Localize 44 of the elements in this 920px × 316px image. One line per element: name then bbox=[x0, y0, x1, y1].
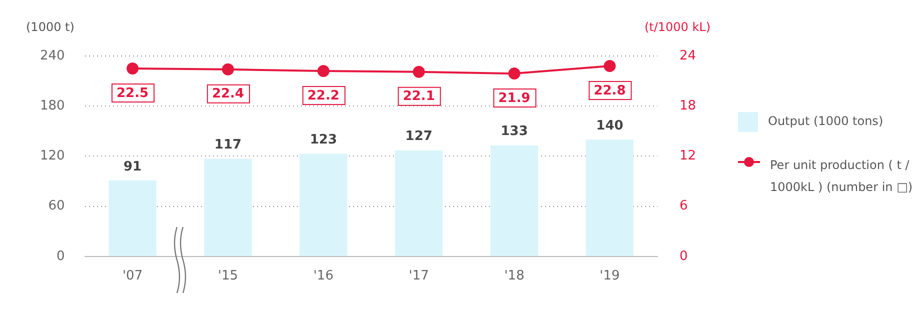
data-label: 133 bbox=[500, 124, 528, 140]
x-tick-label: '07 bbox=[122, 268, 143, 284]
y-tick-label: 180 bbox=[40, 98, 65, 114]
bar bbox=[394, 150, 443, 256]
data-label: 21.9 bbox=[498, 90, 530, 106]
data-label: 22.4 bbox=[212, 86, 244, 102]
y2-tick-label: 12 bbox=[679, 148, 696, 164]
y2-tick-label: 6 bbox=[679, 198, 688, 214]
point bbox=[412, 66, 425, 78]
y-tick-label: 0 bbox=[56, 248, 65, 264]
data-label: 22.5 bbox=[116, 86, 149, 101]
y-tick-label: 60 bbox=[48, 198, 65, 214]
x-tick-label: '16 bbox=[313, 268, 334, 284]
point bbox=[126, 62, 139, 75]
bar bbox=[204, 158, 252, 256]
data-label: 91 bbox=[123, 159, 142, 174]
data-label: 140 bbox=[596, 118, 624, 134]
legend-label: Output (1000 tons) bbox=[768, 113, 884, 130]
bar bbox=[586, 140, 634, 256]
data-label: 123 bbox=[310, 132, 337, 148]
bar bbox=[108, 180, 156, 256]
data-label: 117 bbox=[214, 138, 242, 153]
y-axis-title: (1000 t) bbox=[26, 20, 74, 34]
y2-tick-label: 24 bbox=[679, 48, 696, 64]
data-label: 22.8 bbox=[594, 83, 626, 98]
data-label: 127 bbox=[405, 129, 432, 144]
point bbox=[222, 63, 234, 76]
bar bbox=[300, 154, 348, 256]
y-tick-label: 240 bbox=[40, 48, 65, 64]
y2-axis-title: (t/1000 kL) bbox=[644, 20, 711, 34]
point bbox=[604, 60, 616, 72]
data-label: 22.2 bbox=[307, 88, 340, 104]
y2-tick-label: 0 bbox=[679, 248, 688, 264]
legend-label: Per unit production ( t / 1000kL ) (number in □) bbox=[770, 157, 914, 196]
x-tick-label: '15 bbox=[218, 268, 238, 284]
y2-tick-label: 18 bbox=[679, 98, 696, 114]
point bbox=[317, 65, 330, 78]
x-tick-label: '17 bbox=[408, 268, 429, 284]
y-tick-label: 120 bbox=[40, 148, 65, 164]
data-label: 22.1 bbox=[402, 89, 435, 104]
x-tick-label: '18 bbox=[504, 268, 524, 284]
x-tick-label: '19 bbox=[600, 268, 620, 284]
point bbox=[508, 68, 520, 80]
bar bbox=[490, 145, 538, 256]
